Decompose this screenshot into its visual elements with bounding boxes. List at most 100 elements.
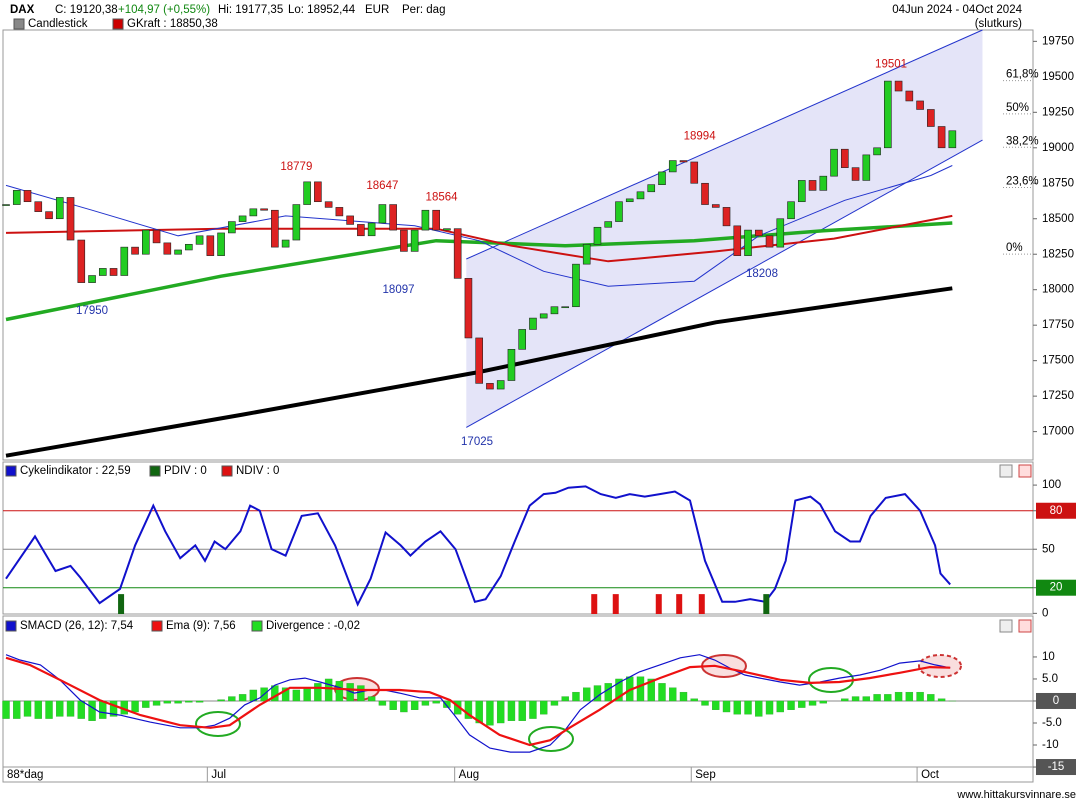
divergence-bar [389, 700, 397, 710]
price-annotation: 19501 [875, 59, 907, 71]
signal-bar [655, 594, 662, 614]
tick-box [1036, 502, 1076, 519]
legend-label: GKraft : 18850,38 [127, 18, 218, 30]
legend-label: SMACD (26, 12): 7,54 [20, 620, 134, 632]
y-tick-label: -15 [1048, 761, 1065, 773]
candle [851, 167, 860, 181]
high: Hi: 19177,35 [218, 4, 283, 16]
zoom-button[interactable] [999, 619, 1013, 633]
divergence-bar [808, 700, 817, 706]
candle [550, 306, 559, 315]
candle [195, 235, 204, 245]
divergence-bar [88, 700, 96, 721]
candle [185, 243, 193, 251]
y-tick-label: 80 [1050, 505, 1063, 517]
signal-bar [118, 594, 125, 614]
macd-line [5, 654, 951, 753]
divergence-bar [174, 700, 182, 704]
period-count: 88*dag [7, 769, 43, 781]
divergence-bar [765, 700, 774, 715]
candle [271, 209, 279, 248]
low: Lo: 18952,44 [288, 4, 356, 16]
candle [797, 180, 806, 203]
channel-line [466, 29, 983, 260]
candle [518, 329, 526, 350]
divergence-bar [56, 700, 64, 717]
candle [819, 175, 828, 191]
legend-label: Ema (9): 7,56 [166, 620, 236, 632]
candle [45, 211, 53, 220]
divergence-bar [45, 700, 53, 719]
divergence-bar [109, 700, 118, 717]
divergence-bar [636, 676, 645, 702]
candle [841, 148, 849, 168]
y-tick-label: 19250 [1042, 106, 1074, 118]
candle [389, 204, 397, 231]
candle [711, 204, 720, 208]
price-annotation: 18994 [684, 131, 717, 143]
candle [830, 148, 838, 177]
divergence-bar [884, 694, 892, 702]
x-tick-label: Oct [921, 769, 940, 781]
divergence-bar [238, 694, 247, 702]
moving-average [5, 165, 953, 287]
divergence-bar [787, 700, 795, 710]
y-tick-label: 17250 [1042, 390, 1074, 402]
divergence-bar [131, 700, 139, 713]
candle [23, 190, 32, 203]
candle [507, 349, 516, 381]
signal-bar [698, 594, 705, 614]
candle [88, 275, 96, 283]
time-axis [2, 766, 1034, 783]
y-tick-label: 18500 [1042, 213, 1074, 225]
candle [690, 161, 699, 184]
divergence-bar [894, 691, 903, 702]
divergence-bar [443, 700, 451, 708]
divergence-bar [647, 678, 655, 702]
candle [109, 268, 118, 276]
close-button[interactable] [1018, 619, 1032, 633]
y-tick-label: 19000 [1042, 142, 1074, 154]
candle [2, 204, 10, 206]
candle [464, 278, 473, 339]
fib-label: 38,2% [1006, 135, 1039, 147]
close-button[interactable] [1018, 464, 1032, 478]
divergence-bar [2, 700, 10, 719]
divergence-bar [776, 700, 784, 713]
legend-label: NDIV : 0 [236, 465, 279, 477]
y-tick-label: 18750 [1042, 177, 1074, 189]
candle [410, 229, 419, 252]
candle [496, 380, 505, 390]
divergence-bar [615, 678, 623, 702]
fib-label: 0% [1006, 242, 1023, 254]
candle [787, 201, 795, 220]
candle [443, 228, 451, 231]
candle [593, 226, 602, 245]
oscillator-line [5, 485, 951, 607]
divergence-bar [66, 700, 75, 717]
candle [744, 229, 752, 256]
y-tick-label: -10 [1042, 739, 1059, 751]
divergence-bar [163, 700, 172, 704]
x-tick-label: Sep [695, 769, 715, 781]
candle [335, 207, 344, 217]
candle [453, 228, 462, 279]
divergence-bar [195, 700, 204, 703]
candle [432, 209, 440, 231]
candle [679, 160, 688, 163]
candle [357, 224, 365, 237]
candle [163, 242, 172, 255]
candle [561, 306, 570, 309]
divergence-bar [604, 683, 612, 702]
divergence-bar [142, 700, 150, 708]
tick-box [1036, 579, 1076, 596]
candle [324, 201, 333, 208]
zoom-button[interactable] [999, 464, 1013, 478]
candle [582, 243, 591, 265]
divergence-bar [669, 687, 677, 702]
y-tick-label: 50 [1042, 543, 1055, 555]
divergence-bar [400, 700, 408, 713]
candle [475, 337, 483, 384]
tick-box [1036, 692, 1076, 709]
